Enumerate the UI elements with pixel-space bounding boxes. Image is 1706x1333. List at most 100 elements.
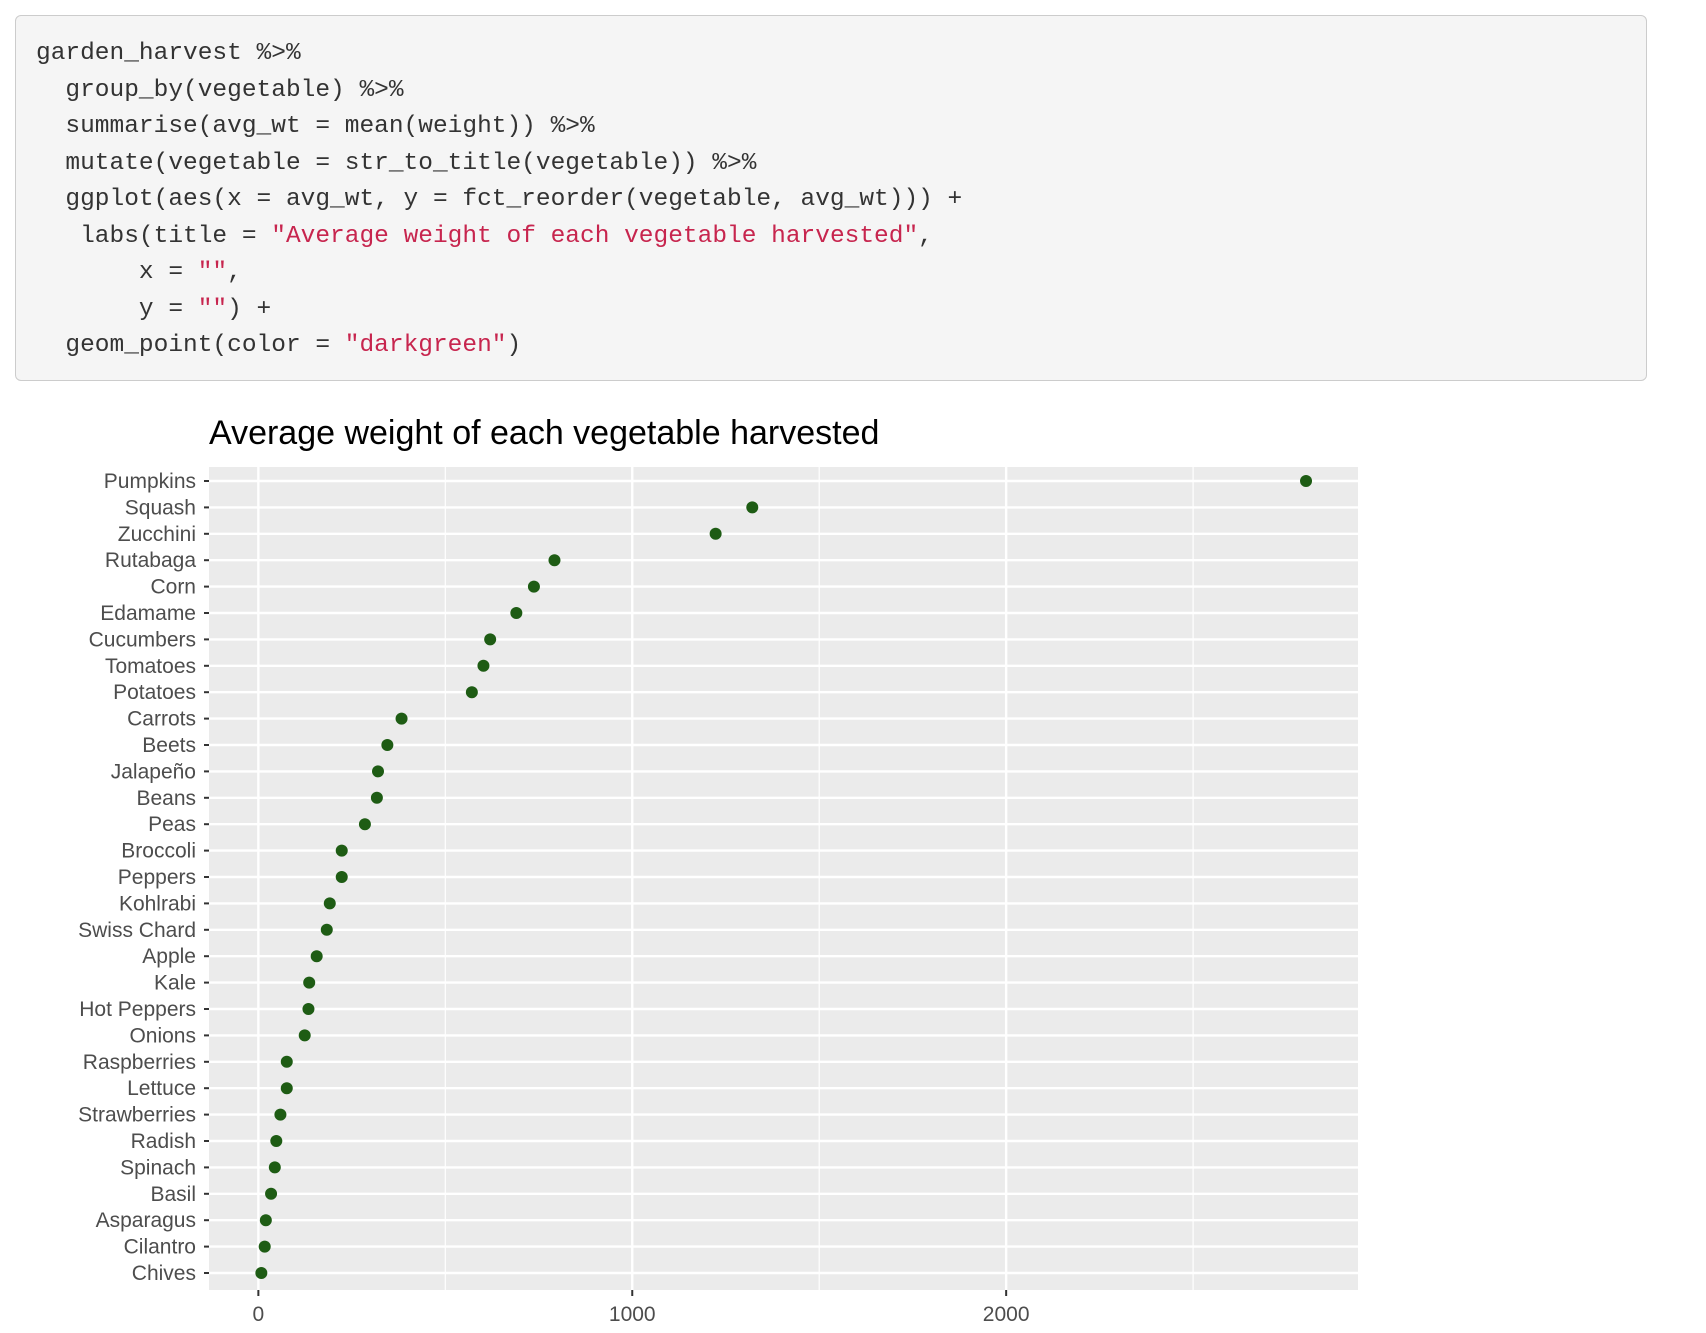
- y-tick-label: Zucchini: [118, 523, 196, 546]
- data-point-onions: [298, 1029, 311, 1042]
- data-point-cilantro: [258, 1240, 271, 1253]
- plot-panel: [209, 467, 1358, 1290]
- code-text: ): [506, 332, 522, 359]
- data-points: [255, 475, 1313, 1279]
- data-point-asparagus: [259, 1214, 272, 1227]
- code-line: labs(title = "Average weight of each veg…: [36, 219, 1626, 256]
- x-axis: 0 1000 2000: [253, 1290, 1030, 1326]
- y-tick-label: Cucumbers: [89, 628, 196, 651]
- data-point-peppers: [335, 871, 348, 883]
- major-gridlines: [209, 467, 1358, 1290]
- data-point-squash: [746, 501, 759, 514]
- y-tick-label: Jalapeño: [111, 760, 196, 783]
- code-lines: garden_harvest %>% group_by(vegetable) %…: [36, 36, 1626, 365]
- x-tick-label: 2000: [983, 1303, 1030, 1326]
- y-tick-label: Beans: [136, 787, 196, 810]
- code-line: geom_point(color = "darkgreen"): [36, 328, 1626, 365]
- data-point-zucchini: [709, 527, 722, 540]
- y-tick-label: Edamame: [100, 602, 196, 625]
- data-point-potatoes: [465, 686, 478, 699]
- y-tick-label: Carrots: [127, 708, 196, 731]
- code-text: ,: [227, 259, 242, 286]
- code-line: y = "") +: [36, 292, 1626, 329]
- data-point-spinach: [268, 1161, 281, 1174]
- data-point-kohlrabi: [323, 897, 336, 910]
- chart-svg: Average weight of each vegetable harvest…: [78, 414, 1358, 1326]
- code-text: y =: [36, 295, 198, 323]
- y-tick-label: Swiss Chard: [78, 919, 196, 942]
- code-text: ,: [918, 222, 933, 250]
- code-string: "": [197, 259, 228, 286]
- data-point-beets: [381, 739, 394, 751]
- code-line: summarise(avg_wt = mean(weight)) %>%: [36, 109, 1626, 146]
- y-tick-label: Rutabaga: [105, 549, 196, 572]
- minor-gridlines: [444, 467, 1194, 1290]
- y-tick-label: Potatoes: [113, 681, 196, 704]
- y-tick-label: Peppers: [118, 866, 196, 889]
- y-tick-label: Raspberries: [83, 1051, 196, 1074]
- code-text: summarise(avg_wt = mean(weight)) %>%: [36, 113, 595, 140]
- y-tick-label: Beets: [142, 734, 196, 757]
- data-point-broccoli: [335, 844, 348, 857]
- data-point-raspberries: [280, 1055, 293, 1068]
- data-point-apple: [310, 950, 323, 963]
- data-point-cucumbers: [484, 633, 497, 646]
- code-text: geom_point(color =: [36, 332, 345, 359]
- data-point-swiss-chard: [320, 923, 333, 936]
- y-tick-label: Broccoli: [121, 840, 196, 863]
- y-tick-label: Basil: [150, 1183, 196, 1206]
- x-tick-label: 1000: [609, 1303, 656, 1326]
- y-tick-label: Tomatoes: [105, 655, 196, 678]
- code-line: garden_harvest %>%: [36, 36, 1626, 73]
- data-point-rutabaga: [548, 554, 561, 567]
- data-point-edamame: [510, 607, 523, 619]
- y-tick-label: Chives: [132, 1262, 196, 1285]
- x-tick-label: 0: [253, 1303, 265, 1326]
- code-string: "Average weight of each vegetable harves…: [271, 222, 919, 250]
- y-tick-label: Corn: [150, 576, 196, 599]
- data-point-chives: [255, 1267, 268, 1279]
- data-point-hot-peppers: [302, 1003, 315, 1015]
- y-tick-label: Strawberries: [78, 1104, 196, 1127]
- y-tick-label: Kohlrabi: [119, 892, 196, 915]
- code-text: group_by(vegetable) %>%: [36, 76, 404, 104]
- y-tick-label: Hot Peppers: [79, 998, 196, 1021]
- code-text: labs(title =: [36, 222, 272, 250]
- code-string: "darkgreen": [344, 332, 507, 359]
- y-tick-label: Kale: [154, 972, 196, 995]
- y-tick-label: Lettuce: [127, 1077, 196, 1100]
- y-tick-label: Pumpkins: [104, 470, 196, 493]
- data-point-peas: [358, 818, 371, 831]
- data-point-basil: [265, 1187, 278, 1200]
- data-point-radish: [270, 1135, 283, 1147]
- data-point-tomatoes: [477, 659, 490, 672]
- code-string: "": [197, 295, 228, 323]
- code-line: group_by(vegetable) %>%: [36, 73, 1626, 110]
- chart-container: Average weight of each vegetable harvest…: [0, 400, 1706, 1328]
- code-line: ggplot(aes(x = avg_wt, y = fct_reorder(v…: [36, 182, 1626, 219]
- data-point-strawberries: [274, 1108, 287, 1121]
- y-tick-label: Asparagus: [96, 1209, 196, 1232]
- code-text: ) +: [227, 295, 272, 323]
- code-text: mutate(vegetable = str_to_title(vegetabl…: [36, 149, 757, 177]
- y-axis: Pumpkins Squash Zucchini Rutabaga Corn Edamam…: [78, 470, 209, 1285]
- y-tick-label: Onions: [129, 1024, 196, 1047]
- code-line: x = "",: [36, 255, 1626, 292]
- y-tick-label: Apple: [142, 945, 196, 968]
- y-tick-label: Squash: [125, 496, 196, 519]
- y-tick-label: Cilantro: [124, 1236, 196, 1259]
- code-text: ggplot(aes(x = avg_wt, y = fct_reorder(v…: [36, 186, 963, 213]
- code-text: garden_harvest %>%: [36, 40, 301, 67]
- data-point-kale: [303, 976, 316, 989]
- data-point-lettuce: [280, 1082, 293, 1095]
- data-point-jalape-o: [372, 765, 385, 778]
- data-point-carrots: [395, 712, 408, 725]
- code-block: garden_harvest %>% group_by(vegetable) %…: [15, 15, 1647, 381]
- code-text: x =: [36, 259, 198, 286]
- y-tick-label: Spinach: [120, 1156, 196, 1179]
- data-point-beans: [370, 791, 383, 804]
- data-point-pumpkins: [1300, 475, 1313, 487]
- y-tick-label: Peas: [148, 813, 196, 836]
- code-line: mutate(vegetable = str_to_title(vegetabl…: [36, 146, 1626, 183]
- data-point-corn: [527, 580, 540, 593]
